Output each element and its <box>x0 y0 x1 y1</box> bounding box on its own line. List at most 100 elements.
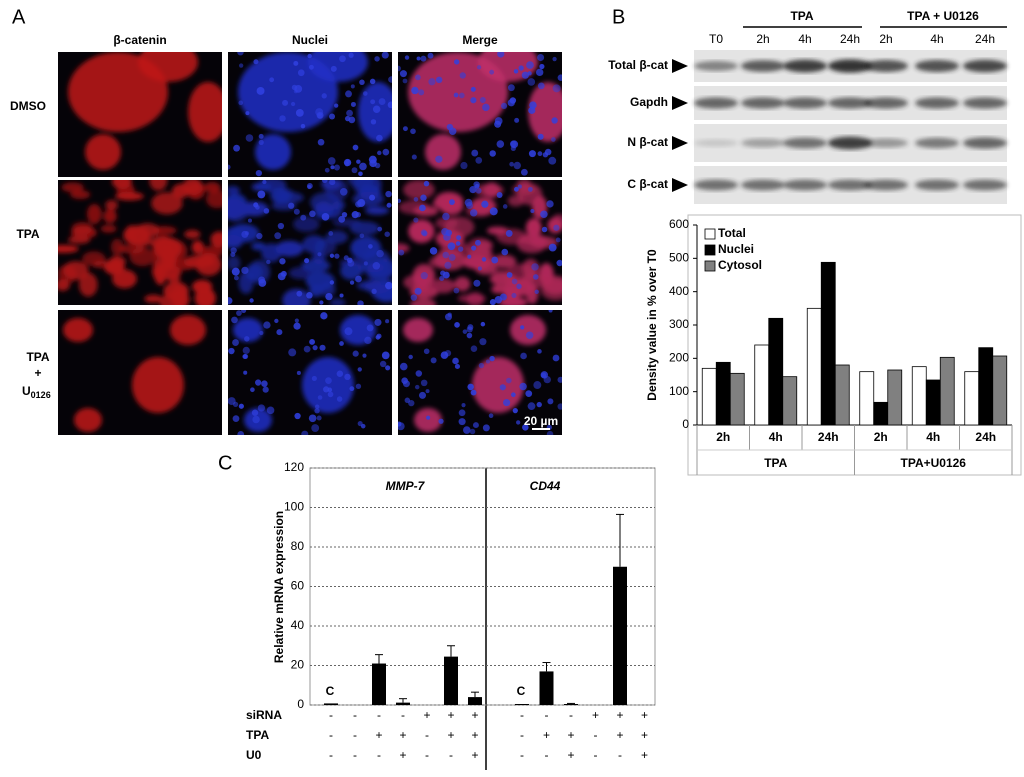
nucleus <box>339 341 344 346</box>
nucleus <box>377 226 383 232</box>
nucleus <box>245 111 250 116</box>
bar <box>806 307 822 426</box>
nucleus <box>471 149 479 157</box>
bar <box>834 364 850 426</box>
nucleus <box>444 349 452 357</box>
blot-band <box>963 137 1007 149</box>
row-label: TPA <box>26 350 49 364</box>
nucleus <box>489 299 496 305</box>
nucleus <box>232 339 239 346</box>
bar <box>468 697 482 705</box>
nucleus <box>519 382 527 391</box>
nucleus <box>444 261 452 269</box>
nucleus <box>231 267 240 276</box>
nucleus <box>266 259 271 265</box>
nucleus <box>303 345 311 353</box>
nucleus <box>531 263 539 271</box>
nucleus <box>319 300 324 305</box>
sign: - <box>594 728 598 742</box>
sign: - <box>353 748 357 762</box>
cell-cluster <box>528 82 562 142</box>
nucleus <box>414 287 422 295</box>
nucleus <box>339 293 344 298</box>
cell <box>112 269 137 289</box>
lane-label: 24h <box>975 32 995 46</box>
nucleus <box>456 235 462 241</box>
blot-band <box>783 179 827 191</box>
cell <box>182 180 203 196</box>
nucleus <box>517 184 522 189</box>
nucleus <box>475 187 482 194</box>
cell <box>434 191 464 212</box>
x-tick-label: 24h <box>818 430 839 444</box>
nucleus <box>293 89 298 94</box>
nucleus <box>527 402 536 411</box>
bar <box>715 361 731 426</box>
blot-band <box>694 139 738 147</box>
nucleus <box>369 78 376 85</box>
nucleus <box>293 60 299 66</box>
nucleus <box>501 248 509 256</box>
nucleus <box>557 376 562 383</box>
y-tick-label: 100 <box>284 500 304 514</box>
nucleus <box>472 422 479 429</box>
cell <box>282 288 311 305</box>
nucleus <box>366 324 374 332</box>
nucleus <box>369 194 376 201</box>
nucleus <box>399 362 408 371</box>
nucleus <box>351 167 358 174</box>
row-label: TPA <box>16 227 39 241</box>
nucleus <box>309 339 316 345</box>
blot-band <box>783 137 827 149</box>
nucleus <box>513 69 519 74</box>
blot-group: TPA <box>790 9 813 23</box>
image-texture <box>403 315 546 432</box>
arrowhead <box>672 59 688 73</box>
blot-band <box>864 97 908 109</box>
control-label: C <box>326 684 335 698</box>
cell <box>320 281 336 297</box>
nucleus <box>489 69 495 75</box>
bar <box>887 369 903 426</box>
cell <box>228 185 240 195</box>
cell <box>247 259 271 284</box>
y-tick-label: 60 <box>291 579 305 593</box>
nucleus <box>404 55 410 60</box>
sign: + <box>641 748 648 762</box>
cell-cluster <box>308 52 368 82</box>
nucleus <box>368 244 373 249</box>
nucleus <box>374 318 382 326</box>
cell <box>308 285 324 297</box>
nucleus <box>408 354 413 360</box>
nucleus <box>320 312 328 320</box>
nucleus <box>469 186 477 194</box>
cell <box>100 224 117 233</box>
micrograph <box>228 180 392 305</box>
cell <box>517 183 543 206</box>
nucleus <box>255 169 262 177</box>
group-label: TPA <box>764 456 787 470</box>
sign: + <box>567 748 574 762</box>
bar <box>939 356 955 426</box>
nucleus <box>252 415 260 424</box>
nucleus <box>355 383 362 390</box>
lane-label: T0 <box>709 32 723 46</box>
nucleus <box>294 412 301 420</box>
bar <box>564 704 578 705</box>
cell <box>58 244 79 254</box>
sign: - <box>569 708 573 722</box>
nucleus <box>238 403 244 409</box>
sign: - <box>425 748 429 762</box>
blot-band <box>694 61 738 71</box>
nucleus <box>345 90 352 98</box>
nucleus <box>296 370 301 375</box>
nucleus <box>543 375 551 384</box>
nucleus <box>413 217 419 223</box>
blot-band <box>783 97 827 109</box>
nucleus <box>242 353 249 360</box>
cell <box>132 236 153 247</box>
nucleus <box>300 123 306 129</box>
nucleus <box>555 237 561 243</box>
nucleus <box>459 72 466 79</box>
bar <box>964 371 980 426</box>
